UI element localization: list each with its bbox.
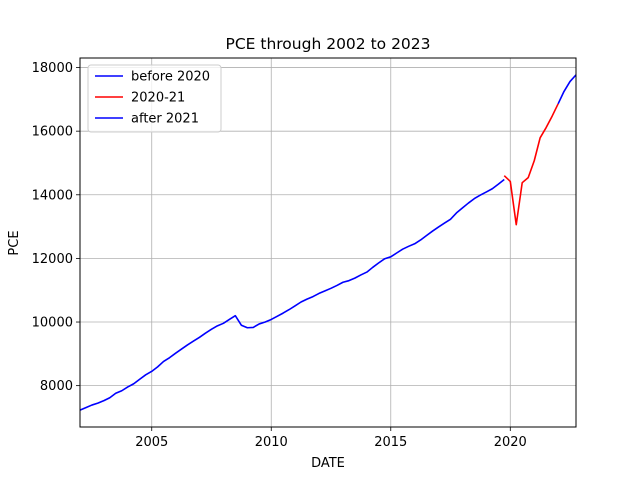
series-line-1	[79, 178, 505, 411]
series-line-2	[503, 103, 559, 226]
legend-label: 2020-21	[131, 91, 185, 106]
legend-label: before 2020	[131, 70, 210, 85]
y-tick-label: 8000	[40, 379, 73, 394]
legend-label: after 2021	[131, 112, 199, 127]
series-lines	[79, 74, 577, 411]
x-tick-label: 2005	[135, 435, 168, 450]
y-tick-label: 10000	[32, 316, 73, 331]
series-line-3	[557, 74, 577, 105]
y-tick-label: 14000	[32, 188, 73, 203]
x-tick-label: 2015	[374, 435, 407, 450]
y-tick-label: 16000	[32, 125, 73, 140]
y-tick-label: 18000	[32, 61, 73, 76]
plot-frame	[79, 57, 577, 428]
legend: before 2020 2020-21 after 2021	[87, 64, 222, 133]
x-axis-label: DATE	[311, 456, 345, 471]
x-tick-label: 2010	[255, 435, 288, 450]
chart-title: PCE through 2002 to 2023	[225, 35, 430, 53]
axis-ticks: 8000 10000 12000 14000 16000 18000 2005 2010 201…	[32, 61, 527, 450]
y-axis-label: PCE	[7, 230, 22, 255]
y-tick-label: 12000	[32, 252, 73, 267]
x-tick-label: 2020	[494, 435, 527, 450]
legend-box	[87, 64, 222, 133]
